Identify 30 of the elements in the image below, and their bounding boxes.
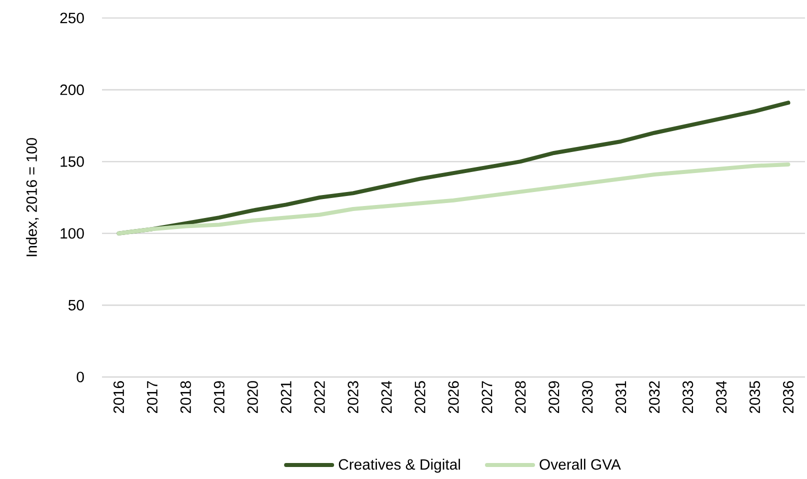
x-tick-label: 2033 [682,381,694,413]
x-tick-label: 2016 [113,381,124,413]
x-tick-label: 2036 [782,381,794,413]
x-tick-label: 2017 [146,381,158,413]
x-tick-label: 2023 [348,381,358,413]
y-tick-label: 150 [60,156,84,167]
x-tick-label: 2021 [280,381,292,413]
y-tick-label: 50 [68,300,84,310]
y-tick-label: 100 [60,228,84,239]
x-tick-label: 2035 [750,381,760,413]
x-tick-label: 2025 [414,381,426,413]
x-tick-label: 2020 [247,381,258,413]
x-tick-label: 2031 [616,381,626,413]
x-tick-label: 2030 [582,381,593,413]
x-tick-label: 2026 [448,381,459,413]
x-tick-label: 2032 [649,381,660,413]
x-tick-label: 2018 [180,381,191,413]
x-tick-label: 2024 [381,380,392,413]
x-tick-label: 2028 [515,381,526,413]
legend-label: Creatives & Digital [338,458,460,473]
y-tick-label: 250 [60,12,84,24]
x-tick-label: 2029 [548,381,560,413]
y-axis-title: Index, 2016 = 100 [26,138,39,256]
legend-label: Overall GVA [540,458,621,470]
y-tick-label: 0 [76,372,84,382]
x-tick-label: 2034 [716,380,727,413]
x-tick-label: 2027 [482,381,492,413]
x-tick-label: 2019 [214,381,224,413]
x-tick-label: 2022 [314,381,325,413]
y-tick-label: 200 [60,84,84,96]
